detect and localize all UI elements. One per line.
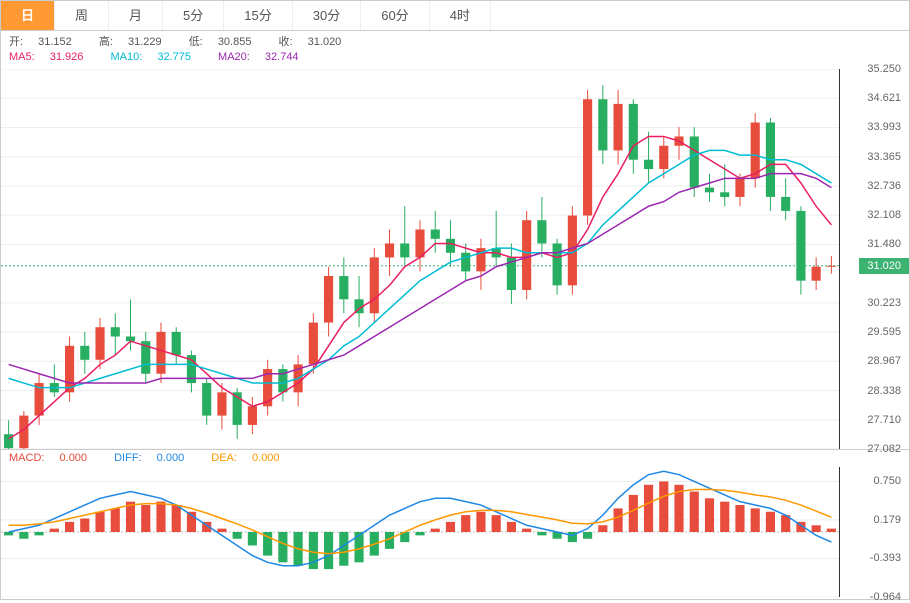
macd-tick: -0.393: [870, 552, 901, 564]
low-label: 低: 30.855: [189, 36, 264, 48]
high-label: 高: 31.229: [99, 36, 174, 48]
price-tick: 28.338: [867, 385, 901, 397]
ma10-label: MA10: 32.775: [110, 51, 203, 63]
tab-15分[interactable]: 15分: [224, 1, 292, 30]
tab-4时[interactable]: 4时: [430, 1, 491, 30]
dea-label: DEA: 0.000: [211, 452, 291, 464]
price-tick: 33.993: [867, 121, 901, 133]
ma-info-bar: MA5: 31.926 MA10: 32.775 MA20: 32.744: [1, 51, 909, 69]
macd-tick: 0.179: [873, 514, 901, 526]
tab-周[interactable]: 周: [55, 1, 109, 30]
price-tick: 30.223: [867, 297, 901, 309]
macd-chart[interactable]: 0.7500.179-0.393-0.964: [1, 467, 909, 597]
macd-tick: 0.750: [873, 475, 901, 487]
ma5-label: MA5: 31.926: [9, 51, 95, 63]
macd-label: MACD: 0.000: [9, 452, 99, 464]
macd-axis: 0.7500.179-0.393-0.964: [839, 467, 909, 597]
chart-canvas: [1, 69, 839, 449]
price-tick: 27.082: [867, 443, 901, 455]
diff-label: DIFF: 0.000: [114, 452, 196, 464]
open-label: 开: 31.152: [9, 36, 84, 48]
tab-30分[interactable]: 30分: [293, 1, 361, 30]
price-tick: 35.250: [867, 63, 901, 75]
timeframe-tabs: 日周月5分15分30分60分4时: [1, 1, 909, 31]
tab-月[interactable]: 月: [109, 1, 163, 30]
price-tick: 28.967: [867, 355, 901, 367]
candlestick-chart[interactable]: 35.25034.62133.99333.36532.73632.10831.4…: [1, 69, 909, 449]
tab-日[interactable]: 日: [1, 1, 55, 30]
price-axis: 35.25034.62133.99333.36532.73632.10831.4…: [839, 69, 909, 449]
price-tick: 31.480: [867, 238, 901, 250]
ma20-label: MA20: 32.744: [218, 51, 311, 63]
price-tick: 34.621: [867, 92, 901, 104]
macd-tick: -0.964: [870, 591, 901, 603]
macd-info-bar: MACD: 0.000 DIFF: 0.000 DEA: 0.000: [1, 449, 909, 467]
macd-canvas: [1, 467, 839, 597]
price-tick: 27.710: [867, 414, 901, 426]
current-price-badge: 31.020: [859, 258, 909, 274]
price-tick: 32.108: [867, 209, 901, 221]
close-label: 收: 31.020: [279, 36, 354, 48]
price-tick: 32.736: [867, 180, 901, 192]
tab-60分[interactable]: 60分: [361, 1, 429, 30]
tab-5分[interactable]: 5分: [163, 1, 224, 30]
price-tick: 29.595: [867, 326, 901, 338]
price-tick: 33.365: [867, 151, 901, 163]
ohlc-info-bar: 开: 31.152 高: 31.229 低: 30.855 收: 31.020: [1, 31, 909, 51]
